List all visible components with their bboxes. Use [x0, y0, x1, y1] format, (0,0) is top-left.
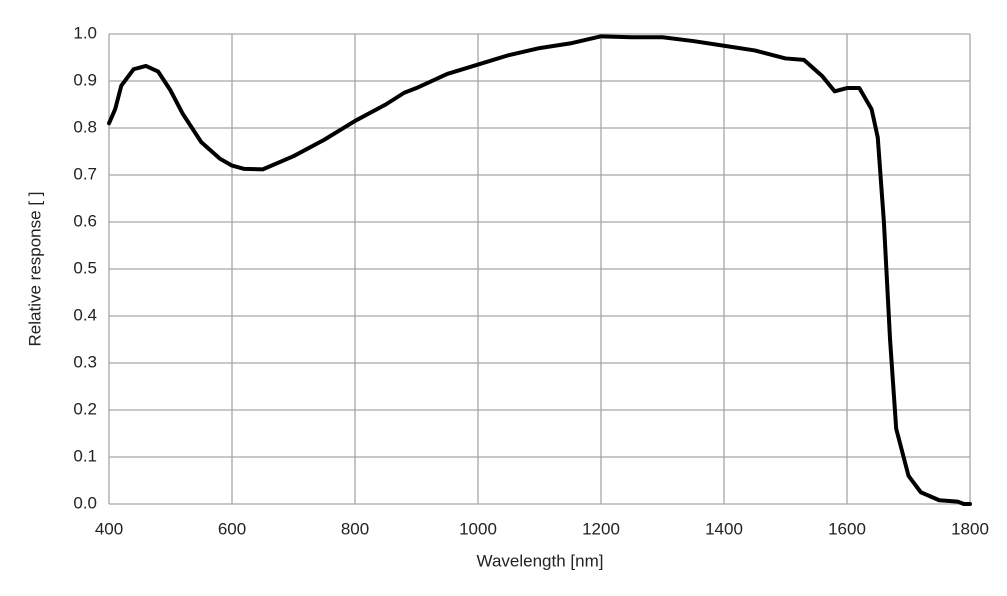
x-tick-label: 1000 — [459, 519, 497, 538]
y-tick-label: 0.3 — [73, 352, 97, 371]
y-axis-label: Relative response [ ] — [25, 192, 44, 347]
y-tick-label: 0.7 — [73, 164, 97, 183]
x-tick-label: 600 — [218, 519, 246, 538]
x-tick-label: 1200 — [582, 519, 620, 538]
x-tick-label: 1400 — [705, 519, 743, 538]
y-tick-label: 0.8 — [73, 117, 97, 136]
y-tick-label: 1.0 — [73, 23, 97, 42]
y-tick-label: 0.0 — [73, 493, 97, 512]
y-tick-label: 0.1 — [73, 446, 97, 465]
y-tick-label: 0.4 — [73, 305, 97, 324]
y-tick-label: 0.2 — [73, 399, 97, 418]
x-tick-label: 1800 — [951, 519, 989, 538]
x-axis-label: Wavelength [nm] — [477, 551, 604, 570]
y-tick-label: 0.9 — [73, 70, 97, 89]
x-tick-label: 1600 — [828, 519, 866, 538]
y-tick-label: 0.6 — [73, 211, 97, 230]
y-tick-label: 0.5 — [73, 258, 97, 277]
data-line — [107, 34, 972, 506]
x-tick-label: 400 — [95, 519, 123, 538]
x-tick-label: 800 — [341, 519, 369, 538]
